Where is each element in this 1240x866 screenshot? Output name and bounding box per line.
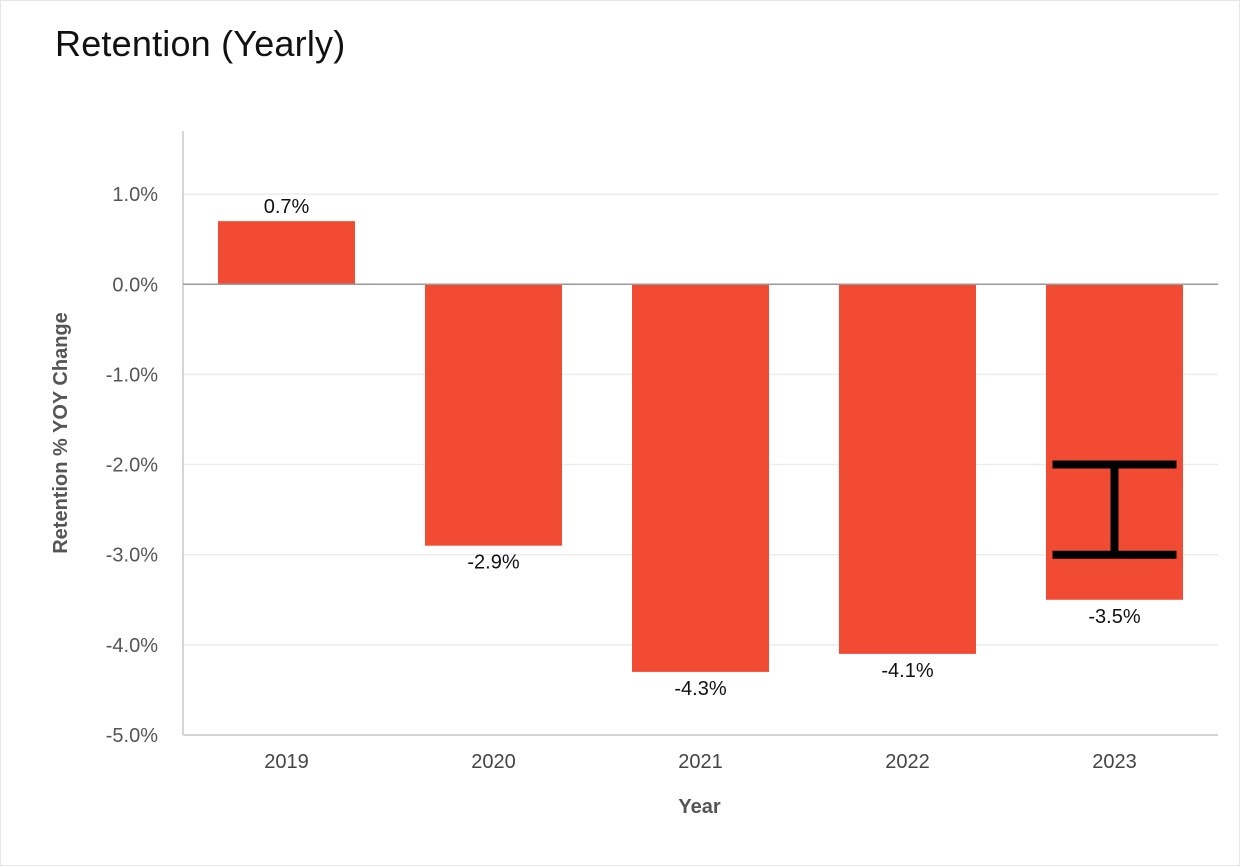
chart-title: Retention (Yearly) [55, 23, 346, 64]
y-axis-title: Retention % YOY Change [50, 312, 72, 554]
y-tick-label: 1.0% [112, 184, 158, 206]
y-tick-label: -5.0% [106, 725, 158, 747]
x-tick-label: 2021 [678, 751, 723, 773]
x-tick-label: 2019 [264, 751, 309, 773]
x-tick-label: 2020 [471, 751, 516, 773]
y-tick-label: -2.0% [106, 455, 158, 477]
bar-data-label: -3.5% [1088, 606, 1140, 628]
bar [218, 221, 355, 285]
y-tick-label: -3.0% [106, 545, 158, 567]
bar [632, 284, 769, 672]
bar-data-label: -4.1% [881, 660, 933, 682]
x-axis-title: Year [678, 796, 720, 818]
bar [839, 284, 976, 654]
bar-data-label: 0.7% [264, 196, 310, 218]
bar-data-label: -2.9% [467, 552, 519, 574]
bar [425, 284, 562, 546]
bar-data-label: -4.3% [674, 678, 726, 700]
x-tick-label: 2023 [1092, 751, 1137, 773]
y-tick-label: 0.0% [112, 274, 158, 296]
x-tick-label: 2022 [885, 751, 930, 773]
y-tick-label: -4.0% [106, 635, 158, 657]
y-tick-label: -1.0% [106, 364, 158, 386]
